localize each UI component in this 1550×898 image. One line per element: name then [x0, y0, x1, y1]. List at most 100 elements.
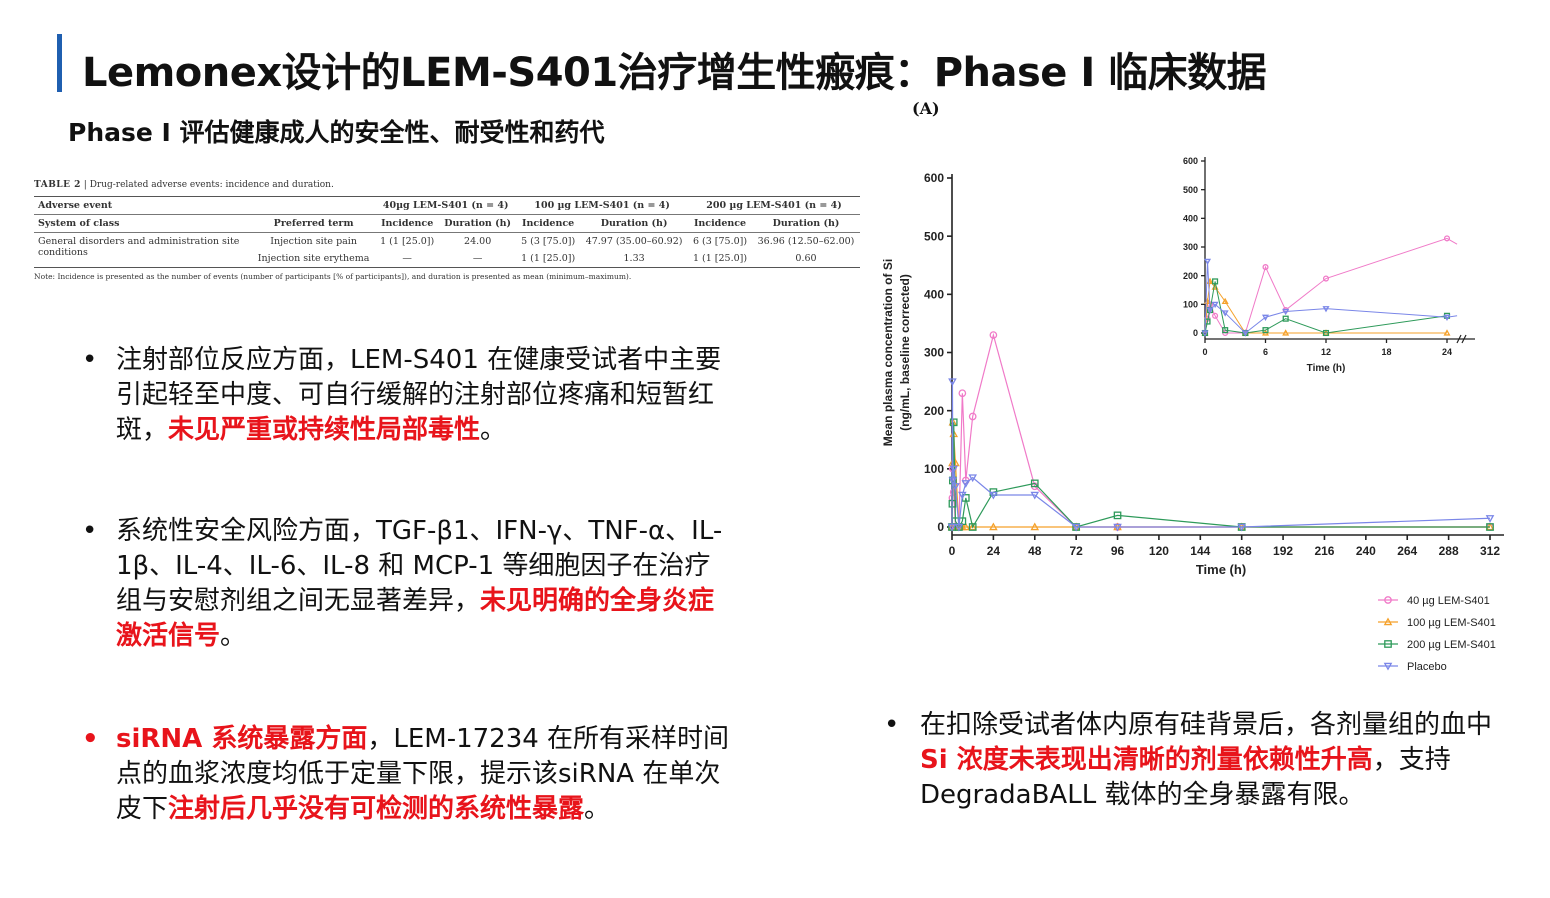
body-text: 。: [220, 621, 247, 651]
bullet-dot: •: [82, 345, 98, 375]
data-point: [1262, 264, 1269, 271]
x-tick-label: 264: [1397, 544, 1417, 558]
bullet-text: 在扣除受试者体内原有硅背景后，各剂量组的血中 Si 浓度未表现出清晰的剂量依赖性…: [920, 708, 1520, 813]
series-line: [951, 381, 1491, 528]
y-tick-label: 300: [924, 346, 944, 360]
x-tick-label: 312: [1480, 544, 1500, 558]
data-point: [1443, 235, 1451, 242]
data-point: [1322, 306, 1330, 313]
table-cell-term: Injection site erythema: [257, 253, 370, 264]
data-point: [1030, 522, 1040, 531]
series-line: [1204, 237, 1458, 334]
data-point: [947, 523, 957, 532]
y-tick-label: 200: [924, 404, 944, 418]
x-tick-label: 6: [1263, 347, 1268, 357]
axis-break-mark: [1456, 334, 1462, 344]
table-header-duration: Duration (h): [752, 214, 860, 233]
data-point: [989, 522, 998, 531]
table-cell: —: [402, 253, 412, 264]
data-point: [954, 523, 964, 532]
x-tick-label: 0: [949, 544, 956, 558]
x-tick-label: 192: [1273, 544, 1293, 558]
table-cell-term: Injection site pain: [270, 236, 357, 247]
body-text: ，支持 DegradaBALL 载体的全身暴露有限。: [920, 745, 1451, 810]
data-point: [1201, 330, 1209, 337]
data-point: [1071, 523, 1081, 532]
legend-marker: [1384, 640, 1392, 648]
data-point: [961, 522, 971, 531]
x-tick-label: 144: [1190, 544, 1210, 558]
x-tick-label: 18: [1381, 347, 1391, 357]
body-text: 在扣除受试者体内原有硅背景后，各剂量组的血中: [920, 710, 1493, 740]
body-text: 。: [584, 794, 611, 824]
table-header-duration: Duration (h): [439, 214, 517, 233]
highlight-text: 未见严重或持续性局部毒性: [168, 415, 481, 445]
table-cell: 1 (1 [25.0]): [521, 253, 576, 264]
y-tick-label: 400: [924, 288, 944, 302]
legend-label: 100 µg LEM-S401: [1407, 617, 1496, 629]
series-line: [1204, 281, 1448, 334]
table-header-duration: Duration (h): [580, 214, 689, 233]
data-point: [1443, 329, 1451, 336]
data-point: [968, 474, 977, 483]
data-point: [1322, 275, 1330, 282]
table-cell: 1 (1 [25.0]): [380, 236, 435, 247]
table-row: Injection site erythema — — 1 (1 [25.0])…: [34, 250, 860, 268]
y-tick-label: 0: [1193, 328, 1198, 338]
data-point: [1237, 523, 1246, 532]
highlight-text: 未见明确的全身炎症激活信号: [116, 586, 715, 651]
table-header-incidence: Incidence: [375, 214, 440, 233]
y-tick-label: 600: [1183, 156, 1198, 166]
body-text: 。: [480, 415, 507, 445]
x-tick-label: 168: [1232, 544, 1252, 558]
data-point: [1221, 310, 1229, 317]
y-tick-label: 0: [937, 520, 944, 534]
highlight-text: 注射后几乎没有可检测的系统性暴露: [168, 794, 585, 824]
table-header-system: System of class: [34, 214, 252, 233]
data-point: [968, 523, 977, 531]
data-point: [1282, 308, 1290, 316]
y-tick-label: 500: [1183, 185, 1198, 195]
legend-marker: [1383, 617, 1393, 626]
y-tick-label: 400: [1183, 213, 1198, 223]
data-point: [1211, 301, 1219, 309]
body-text: 系统性安全风险方面，TGF-β1、IFN-γ、TNF-α、IL-1β、IL-4、…: [116, 516, 723, 616]
series-line: [951, 422, 1490, 529]
y-tick-label: 500: [924, 229, 944, 243]
table-header-incidence: Incidence: [688, 214, 753, 233]
legend-label: 200 µg LEM-S401: [1407, 639, 1496, 651]
data-point: [961, 480, 971, 488]
bullet-text: siRNA 系统暴露方面，LEM-17234 在所有采样时间点的血浆浓度均低于定…: [116, 722, 736, 827]
data-point: [1443, 314, 1451, 321]
x-tick-label: 12: [1321, 347, 1331, 357]
data-point: [1113, 523, 1122, 532]
data-point: [948, 477, 958, 486]
data-point: [989, 491, 998, 500]
y-tick-label: 100: [1183, 299, 1198, 309]
slide-title: Lemonex设计的LEM-S401治疗增生性瘢痕：Phase I 临床数据: [82, 50, 1267, 96]
table-cell: 6 (3 [75.0]): [692, 236, 748, 247]
x-tick-label: 72: [1069, 544, 1083, 558]
legend-label: Placebo: [1407, 661, 1447, 673]
table-caption-separator: |: [83, 180, 87, 190]
table-cell: 1.33: [623, 253, 645, 264]
series-line: [951, 422, 1490, 528]
data-point: [989, 331, 998, 339]
data-point: [951, 483, 960, 491]
table-cell: 47.97 (35.00–60.92): [585, 236, 683, 247]
data-point: [1261, 314, 1270, 321]
x-axis-label: Time (h): [1307, 363, 1346, 374]
chart-legend: 40 µg LEM-S401 100 µg LEM-S401 200 µg LEM-…: [1378, 595, 1496, 673]
chart-panel-label: (A): [912, 99, 940, 118]
series-line: [951, 332, 1490, 528]
table-cell: —: [472, 253, 483, 264]
x-tick-label: 48: [1028, 544, 1042, 558]
y-tick-label: 200: [1183, 271, 1198, 281]
y-axis-label: Mean plasma concentration of Si (ng/mL, b…: [881, 259, 912, 446]
data-point: [1486, 523, 1494, 531]
data-point: [949, 465, 959, 474]
body-text: 注射部位反应方面，LEM-S401 在健康受试者中主要引起轻至中度、可自行缓解的…: [116, 345, 722, 445]
highlight-text: Si 浓度未表现出清晰的剂量依赖性升高: [920, 745, 1373, 775]
